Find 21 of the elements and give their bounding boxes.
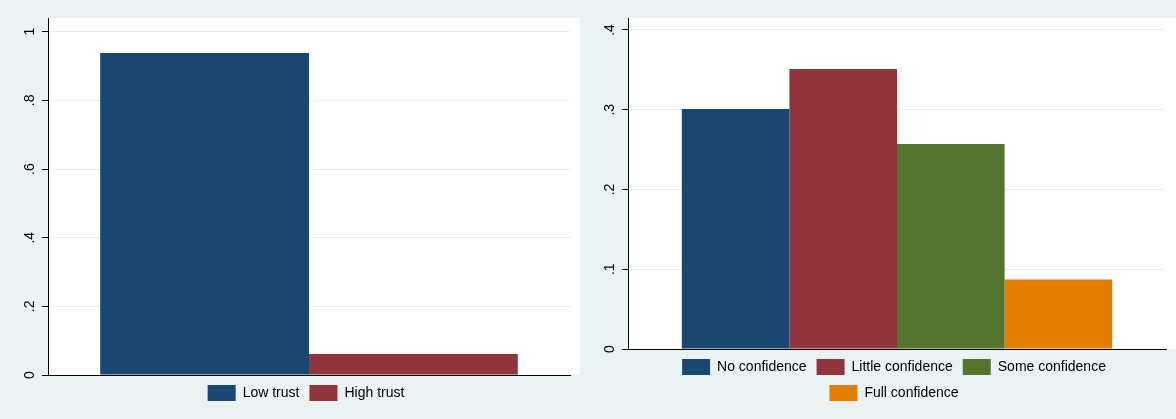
y-tick-label: .3 — [600, 103, 617, 116]
legend-label: High trust — [344, 383, 405, 400]
legend-label: Full confidence — [864, 383, 959, 400]
y-tick-label: .2 — [600, 183, 617, 196]
y-tick-label: .4 — [20, 231, 37, 244]
y-tick-label: .2 — [20, 300, 37, 313]
y-tick-label: .6 — [20, 162, 37, 175]
y-tick-label: .4 — [600, 23, 617, 36]
legend-label: No confidence — [717, 357, 807, 374]
legend-label: Some confidence — [997, 357, 1107, 374]
y-tick-label: .8 — [20, 94, 37, 107]
bar — [1004, 279, 1113, 349]
bar — [681, 108, 790, 349]
y-tick-label: .1 — [600, 263, 617, 276]
y-tick-label: 1 — [20, 27, 37, 36]
legend-label: Low trust — [242, 383, 300, 400]
bar — [897, 144, 1005, 349]
y-tick-label: 0 — [20, 370, 37, 379]
bar — [789, 69, 897, 349]
legend-label: Little confidence — [851, 357, 953, 374]
y-tick-label: 0 — [600, 344, 617, 353]
